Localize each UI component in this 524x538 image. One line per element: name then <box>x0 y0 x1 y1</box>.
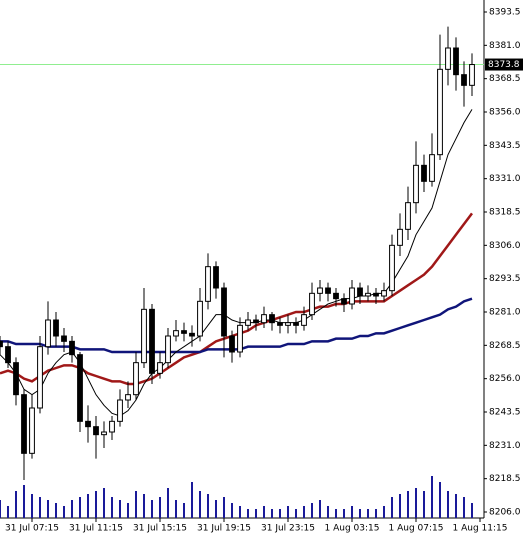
candle-body <box>237 324 243 353</box>
candle-body <box>205 266 211 302</box>
candle-body <box>0 340 3 348</box>
y-tick-label: 8306.0 <box>489 241 521 251</box>
candle-body <box>157 362 163 374</box>
y-tick-label: 8368.5 <box>489 74 521 84</box>
candle-body <box>349 287 355 305</box>
candle-body <box>261 314 267 324</box>
candle-body <box>397 228 403 246</box>
y-tick-label: 8343.5 <box>489 141 521 151</box>
y-tick-label: 8293.5 <box>489 274 521 284</box>
candle-body <box>37 346 43 409</box>
y-tick-label: 8381.0 <box>489 41 521 51</box>
candle-body <box>285 322 291 326</box>
candle-body <box>173 330 179 337</box>
candle-body <box>141 308 147 364</box>
candle-body <box>469 64 475 86</box>
candle-body <box>365 292 371 297</box>
candle-body <box>149 308 155 374</box>
candle-body <box>93 426 99 436</box>
candle-body <box>165 335 171 364</box>
candle-body <box>453 47 459 76</box>
candle-body <box>85 420 91 428</box>
candle-body <box>301 314 307 326</box>
candle-body <box>109 420 115 433</box>
x-tick-label: 31 Jul 19:15 <box>197 524 251 534</box>
y-tick-label: 8281.0 <box>489 308 521 318</box>
x-tick-label: 31 Jul 11:15 <box>69 524 123 534</box>
candle-body <box>357 287 363 297</box>
candle-body <box>389 244 395 292</box>
candle-body <box>317 287 323 294</box>
candle-body <box>333 292 339 300</box>
candle-body <box>293 322 299 326</box>
candle-body <box>421 164 427 182</box>
candle-body <box>429 154 435 182</box>
candle-body <box>277 322 283 326</box>
candle-body <box>325 287 331 294</box>
candle-body <box>133 362 139 396</box>
y-tick-label: 8256.0 <box>489 374 521 384</box>
candle-body <box>309 292 315 316</box>
candle-body <box>13 362 19 396</box>
last-price-label: 8373.8 <box>488 60 520 70</box>
y-tick-label: 8393.5 <box>489 8 521 18</box>
x-tick-label: 31 Jul 23:15 <box>261 524 315 534</box>
candle-body <box>445 47 451 70</box>
candle-body <box>229 335 235 353</box>
candle-body <box>61 335 67 342</box>
candle-body <box>69 340 75 356</box>
candle-body <box>213 266 219 289</box>
candle-body <box>437 68 443 156</box>
x-tick-label: 1 Aug 11:15 <box>453 524 508 534</box>
last-price-box <box>485 58 523 71</box>
candle-body <box>221 287 227 337</box>
y-tick-label: 8356.0 <box>489 108 521 118</box>
y-tick-label: 8231.0 <box>489 441 521 451</box>
x-tick-label: 1 Aug 07:15 <box>389 524 444 534</box>
candle-body <box>5 346 11 364</box>
candle-body <box>125 394 131 401</box>
candle-body <box>461 74 467 86</box>
candle-body <box>269 314 275 324</box>
y-tick-label: 8218.5 <box>489 474 521 484</box>
candle-body <box>381 290 387 297</box>
x-tick-label: 31 Jul 15:15 <box>133 524 187 534</box>
candle-body <box>77 354 83 422</box>
moving-average <box>0 297 473 354</box>
y-tick-label: 8243.5 <box>489 408 521 418</box>
candle-body <box>373 292 379 297</box>
y-tick-label: 8206.0 <box>489 508 521 518</box>
candle-body <box>413 164 419 204</box>
candle-body <box>253 319 259 324</box>
candle-body <box>21 394 27 454</box>
y-tick-label: 8268.5 <box>489 341 521 351</box>
candle-body <box>45 319 51 348</box>
candle-body <box>53 319 59 337</box>
x-tick-label: 1 Aug 03:15 <box>325 524 380 534</box>
candle-body <box>189 332 195 337</box>
candle-body <box>405 202 411 230</box>
candle-body <box>341 298 347 305</box>
x-tick-label: 31 Jul 07:15 <box>5 524 59 534</box>
candle-body <box>181 330 187 334</box>
candle-body <box>29 407 35 454</box>
candle-body <box>197 300 203 337</box>
y-tick-label: 8318.5 <box>489 208 521 218</box>
candle-body <box>245 319 251 326</box>
y-tick-label: 8331.0 <box>489 174 521 184</box>
candle-body <box>117 399 123 422</box>
moving-average <box>0 109 473 417</box>
candle-body <box>101 431 107 436</box>
